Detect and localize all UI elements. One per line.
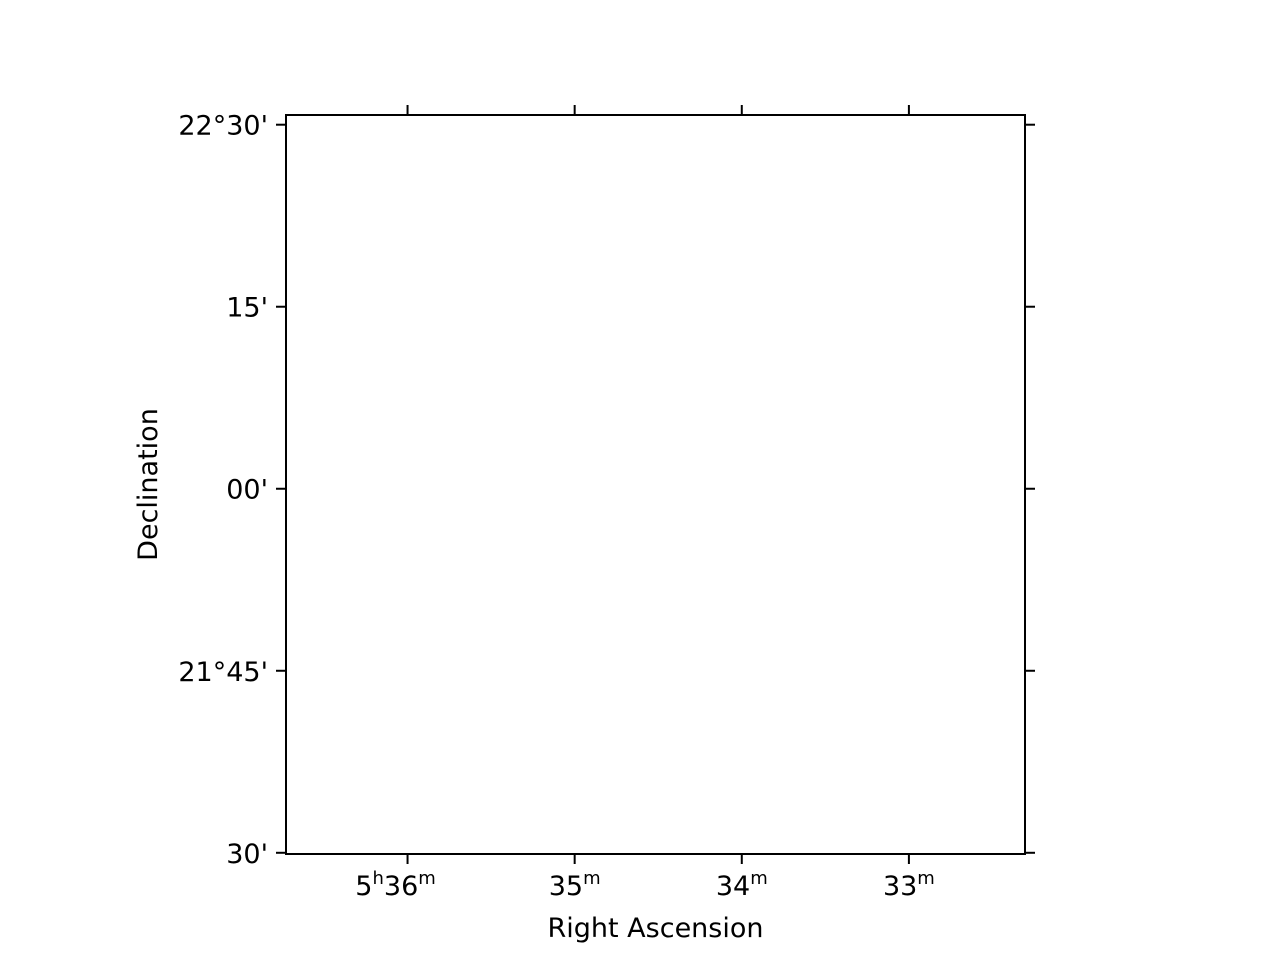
y-tick-label: 15' — [226, 293, 268, 324]
x-tick-label: 33m — [883, 868, 935, 902]
ticks-layer — [276, 105, 1035, 864]
x-tick-label: 34m — [716, 868, 768, 902]
x-tick-label: 5h36m — [355, 868, 436, 902]
y-tick-label: 00' — [226, 475, 268, 506]
y-tick-label: 21°45' — [178, 657, 268, 688]
x-tick-label: 35m — [549, 868, 601, 902]
x-axis-label: Right Ascension — [548, 913, 764, 944]
y-axis-label: Declination — [133, 408, 164, 561]
tick-labels-layer: 5h36m 35m 34m 33m 22°30' 15' 00' 21°45' 30' — [178, 111, 934, 902]
axes-frame — [285, 114, 1026, 855]
y-tick-label: 30' — [226, 839, 268, 870]
y-tick-label: 22°30' — [178, 111, 268, 142]
